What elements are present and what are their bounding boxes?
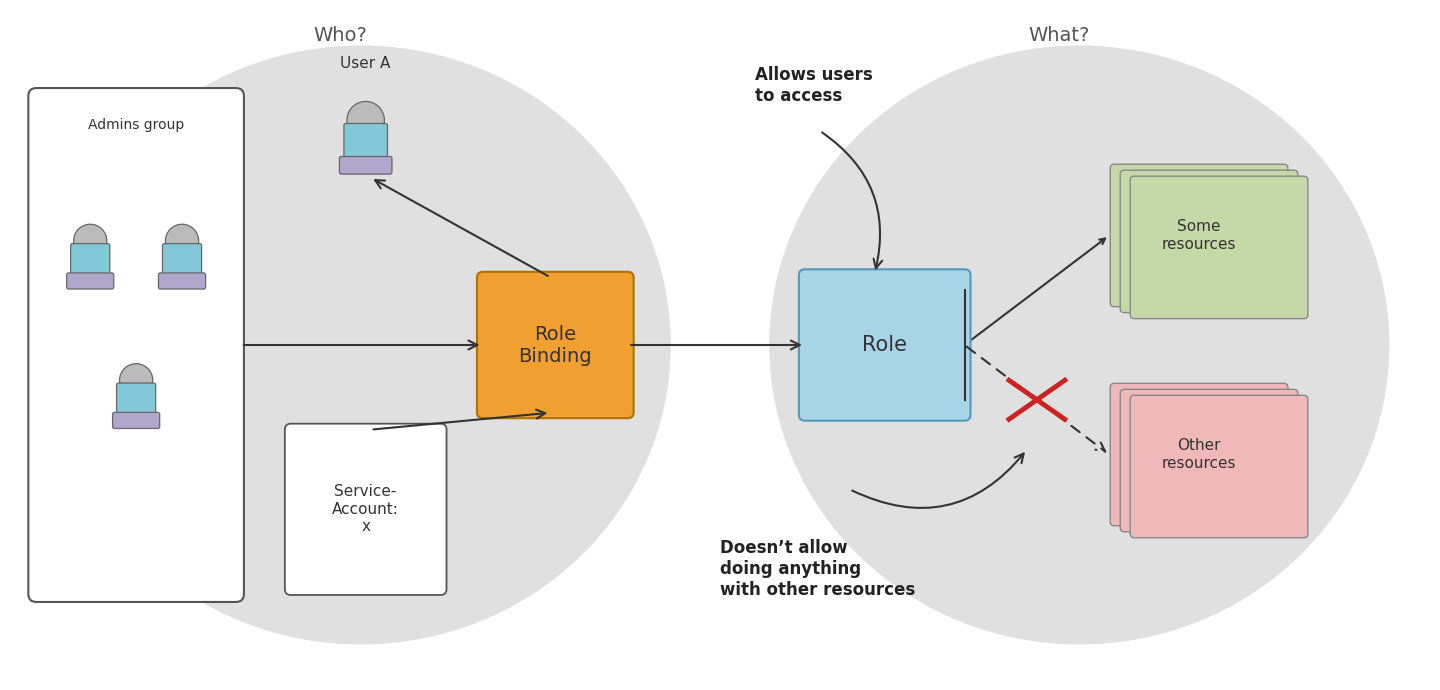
FancyBboxPatch shape xyxy=(112,413,160,428)
FancyBboxPatch shape xyxy=(1120,170,1297,313)
FancyBboxPatch shape xyxy=(799,269,971,421)
FancyArrowPatch shape xyxy=(631,341,799,349)
FancyArrowPatch shape xyxy=(852,453,1024,508)
FancyBboxPatch shape xyxy=(71,244,109,275)
FancyBboxPatch shape xyxy=(1110,384,1287,526)
Circle shape xyxy=(166,224,199,257)
Text: What?: What? xyxy=(1028,26,1090,46)
Circle shape xyxy=(73,224,107,257)
FancyBboxPatch shape xyxy=(158,273,206,289)
FancyArrowPatch shape xyxy=(373,410,546,429)
Text: Who?: Who? xyxy=(314,26,367,46)
FancyArrowPatch shape xyxy=(376,180,547,276)
FancyBboxPatch shape xyxy=(477,272,634,418)
Text: User A: User A xyxy=(340,56,390,71)
FancyBboxPatch shape xyxy=(285,424,446,595)
Ellipse shape xyxy=(52,46,670,644)
FancyBboxPatch shape xyxy=(163,244,202,275)
Text: Admins group: Admins group xyxy=(88,118,184,132)
Text: Role: Role xyxy=(863,335,907,355)
FancyBboxPatch shape xyxy=(1130,395,1308,538)
FancyBboxPatch shape xyxy=(1110,164,1287,306)
FancyBboxPatch shape xyxy=(1120,389,1297,532)
Text: Other
resources: Other resources xyxy=(1162,438,1237,471)
Ellipse shape xyxy=(770,46,1388,644)
Text: Role
Binding: Role Binding xyxy=(518,324,592,366)
FancyBboxPatch shape xyxy=(340,157,392,174)
Text: Doesn’t allow
doing anything
with other resources: Doesn’t allow doing anything with other … xyxy=(720,539,916,599)
FancyBboxPatch shape xyxy=(1130,176,1308,319)
FancyArrowPatch shape xyxy=(966,346,1104,451)
FancyBboxPatch shape xyxy=(344,124,387,158)
Text: Some
resources: Some resources xyxy=(1162,219,1237,252)
FancyBboxPatch shape xyxy=(66,273,114,289)
FancyBboxPatch shape xyxy=(29,88,243,602)
Circle shape xyxy=(347,101,384,139)
Circle shape xyxy=(120,364,153,397)
Text: Allows users
to access: Allows users to access xyxy=(755,66,873,105)
Text: Service-
Account:
x: Service- Account: x xyxy=(333,484,399,534)
FancyBboxPatch shape xyxy=(117,383,156,414)
FancyArrowPatch shape xyxy=(243,341,477,349)
FancyArrowPatch shape xyxy=(822,132,883,268)
